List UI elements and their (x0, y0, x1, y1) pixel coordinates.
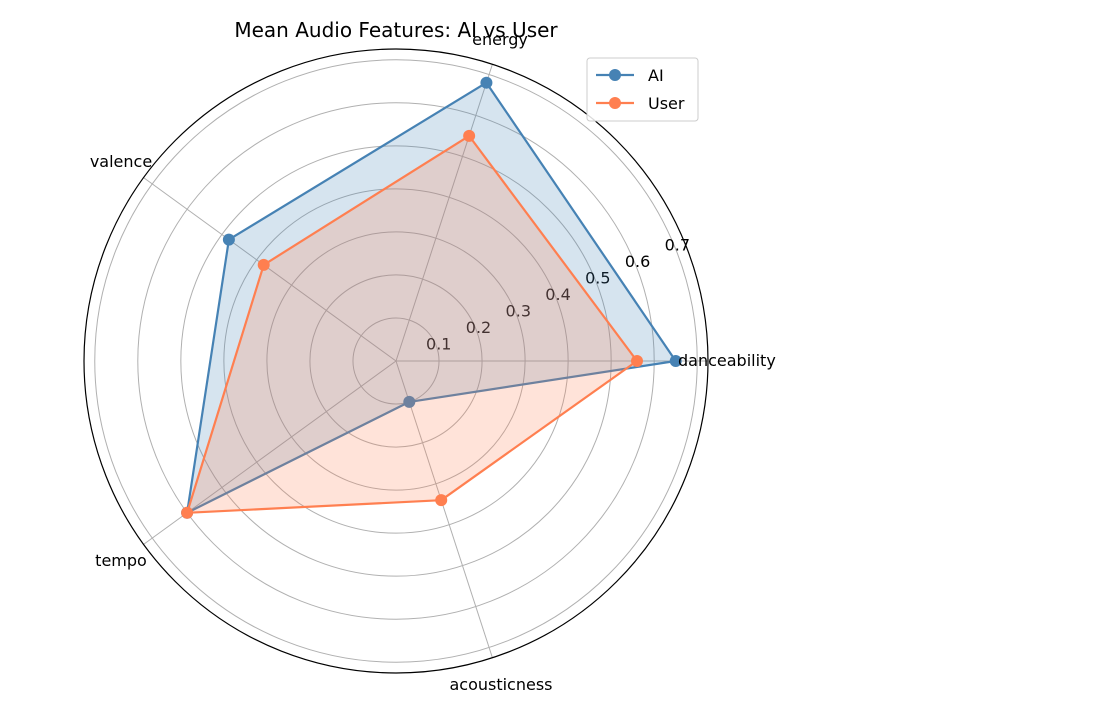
r-tick-label: 0.3 (506, 302, 531, 321)
axis-label-danceability: danceability (678, 351, 776, 370)
spoke-energy (395, 64, 493, 362)
chart-title: Mean Audio Features: AI vs User (234, 18, 558, 42)
axis-labels: danceability energy valence tempo acousticne… (90, 30, 776, 694)
series-point-ai-danceability (669, 355, 682, 367)
radar-grid: 0.1 0.2 0.3 0.4 0.5 0.6 0.7 (83, 48, 709, 674)
legend: AI User (586, 57, 699, 122)
r-tick-label: 0.4 (545, 285, 570, 304)
spoke-acousticness (395, 360, 493, 658)
series-point-ai-energy (480, 76, 493, 89)
legend-label-user: User (648, 94, 685, 113)
series-point-ai-valence (222, 233, 235, 246)
legend-marker-user (609, 97, 621, 109)
legend-marker-ai (609, 69, 621, 81)
spoke-valence (143, 177, 397, 362)
r-tick-label: 0.6 (625, 252, 650, 271)
series-point-user-danceability (630, 355, 643, 367)
series-point-user-energy (463, 129, 476, 142)
r-tick-label: 0.2 (466, 318, 491, 337)
series-fill-user (187, 135, 637, 513)
axis-label-tempo: tempo (95, 551, 147, 570)
axis-label-valence: valence (90, 152, 152, 171)
series-point-user-valence (257, 258, 270, 271)
axis-label-acousticness: acousticness (449, 675, 552, 694)
series-line-ai (186, 81, 677, 514)
legend-label-ai: AI (648, 66, 664, 85)
r-tick-label: 0.1 (426, 335, 451, 354)
polar-frame (83, 48, 709, 674)
series-point-ai-acousticness (403, 395, 416, 408)
r-tick-label: 0.5 (585, 269, 610, 288)
series-line-user (186, 134, 639, 514)
series-point-user-acousticness (435, 494, 448, 507)
series-point-user-tempo (181, 506, 194, 519)
axis-label-energy: energy (472, 30, 528, 49)
r-tick-label: 0.7 (665, 236, 690, 255)
series-fill-ai (187, 82, 676, 513)
series-layer (181, 76, 682, 519)
